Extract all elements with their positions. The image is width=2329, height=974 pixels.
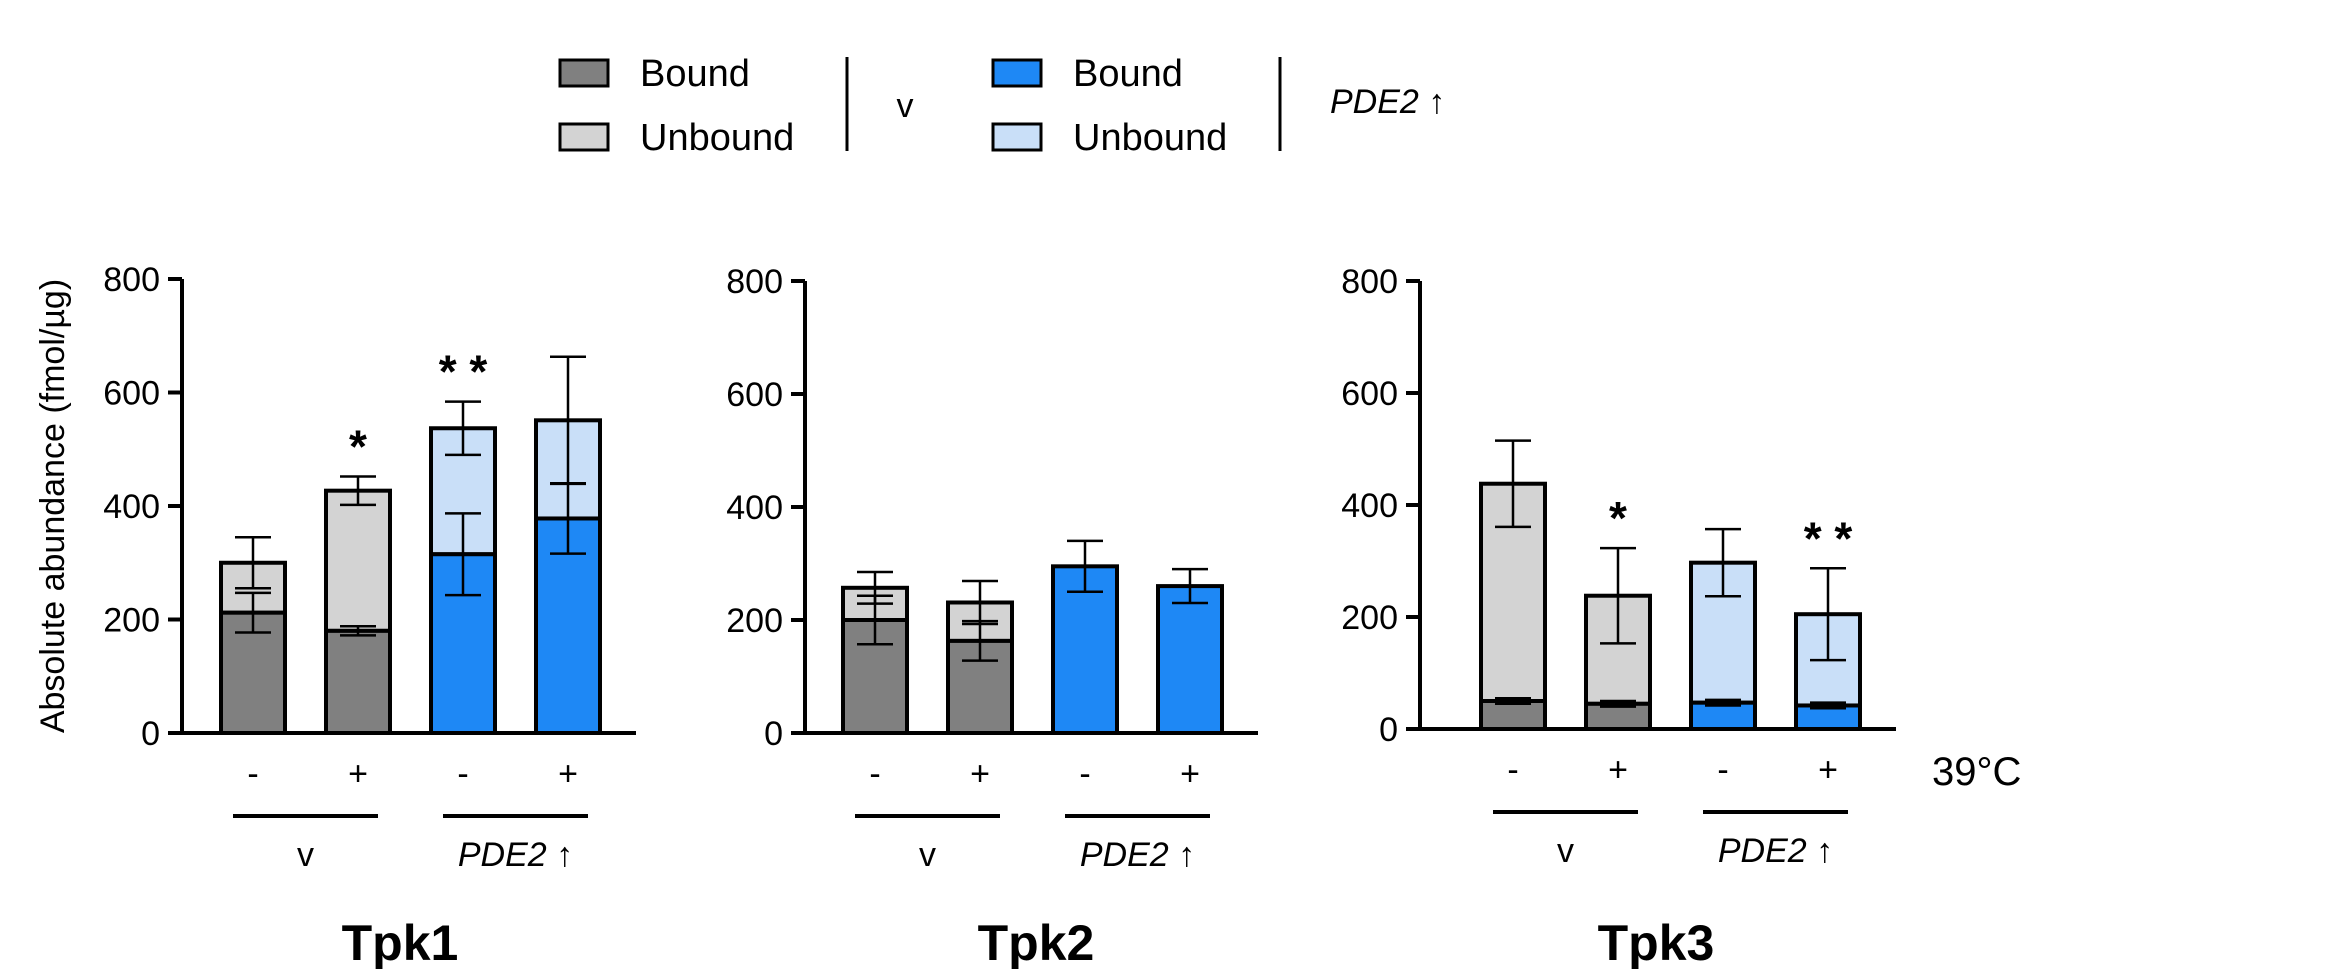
chart-title: Tpk1 bbox=[342, 915, 459, 969]
x-tick-label: - bbox=[457, 755, 468, 793]
y-tick-label: 200 bbox=[103, 602, 160, 640]
group-label: v bbox=[297, 836, 314, 874]
y-tick-label: 0 bbox=[764, 715, 783, 753]
y-tick-label: 800 bbox=[103, 261, 160, 299]
x-tick-label: + bbox=[1818, 751, 1838, 789]
legend-group-label-v: v bbox=[897, 87, 914, 125]
significance-mark: * * bbox=[439, 346, 488, 398]
legend: Bound Unbound Bound Unbound v PDE2 ↑ bbox=[558, 53, 1445, 159]
bar-bound bbox=[1479, 699, 1547, 731]
charts: 0 200 400 600 800 Absolute abundance (fmol/µg… bbox=[34, 261, 2021, 971]
legend-swatch-unbound bbox=[991, 122, 1043, 152]
legend-label-bound: Bound bbox=[1073, 53, 1183, 95]
y-tick-label: 400 bbox=[103, 488, 160, 526]
y-tick-label: 600 bbox=[103, 375, 160, 413]
legend-label-unbound: Unbound bbox=[640, 117, 794, 159]
x-tick-label: - bbox=[1717, 751, 1728, 789]
x-tick-label: - bbox=[247, 755, 258, 793]
legend-swatch-unbound bbox=[558, 122, 610, 152]
chart-title: Tpk3 bbox=[1598, 915, 1715, 969]
x-tick-label: + bbox=[1608, 751, 1628, 789]
y-tick-label: 400 bbox=[1341, 487, 1398, 525]
y-tick-label: 600 bbox=[1341, 375, 1398, 413]
chart-title: Tpk2 bbox=[978, 915, 1095, 969]
significance-mark: * bbox=[349, 420, 367, 472]
chart-tpk1: 0 200 400 600 800 Absolute abundance (fmol/µg… bbox=[34, 261, 636, 971]
y-tick-label: 400 bbox=[726, 489, 783, 527]
legend-label-unbound: Unbound bbox=[1073, 117, 1227, 159]
y-tick-label: 200 bbox=[1341, 599, 1398, 637]
x-tick-label: - bbox=[1079, 755, 1090, 793]
group-label: PDE2 ↑ bbox=[1080, 836, 1195, 874]
bar-unbound bbox=[324, 488, 392, 633]
condition-label: 39°C bbox=[1932, 750, 2021, 794]
legend-swatch-bound bbox=[991, 58, 1043, 88]
y-tick-label: 800 bbox=[1341, 263, 1398, 301]
bar-bound bbox=[1584, 701, 1652, 731]
x-tick-label: + bbox=[348, 755, 368, 793]
y-axis-label: Absolute abundance (fmol/µg) bbox=[34, 279, 72, 733]
group-label: PDE2 ↑ bbox=[1718, 832, 1833, 870]
x-tick-label: + bbox=[558, 755, 578, 793]
y-tick-label: 0 bbox=[1379, 711, 1398, 749]
y-tick-label: 800 bbox=[726, 263, 783, 301]
legend-group-pde2: Bound Unbound bbox=[991, 53, 1227, 159]
bar-bound bbox=[1051, 564, 1119, 736]
legend-group-label-pde2: PDE2 ↑ bbox=[1330, 83, 1445, 121]
significance-mark: * * bbox=[1804, 512, 1853, 564]
chart-tpk3: 0 200 400 600 800 - * + - * * + v PDE2 ↑ 39°C Tpk3 bbox=[1341, 263, 2021, 971]
group-label: v bbox=[919, 836, 936, 874]
x-tick-label: + bbox=[970, 755, 990, 793]
legend-swatch-bound bbox=[558, 58, 610, 88]
y-tick-label: 200 bbox=[726, 602, 783, 640]
legend-group-v: Bound Unbound bbox=[558, 53, 794, 159]
x-tick-label: - bbox=[1507, 751, 1518, 789]
legend-label-bound: Bound bbox=[640, 53, 750, 95]
significance-mark: * bbox=[1609, 492, 1627, 544]
group-label: v bbox=[1557, 832, 1574, 870]
x-tick-label: + bbox=[1180, 755, 1200, 793]
y-tick-label: 0 bbox=[141, 715, 160, 753]
chart-tpk2: 0 200 400 600 800 - + - + v PDE2 ↑ Tpk2 bbox=[726, 263, 1258, 971]
y-tick-label: 600 bbox=[726, 376, 783, 414]
bar-bound bbox=[1156, 584, 1224, 735]
x-tick-label: - bbox=[869, 755, 880, 793]
bar-bound bbox=[324, 628, 392, 735]
group-label: PDE2 ↑ bbox=[458, 836, 573, 874]
